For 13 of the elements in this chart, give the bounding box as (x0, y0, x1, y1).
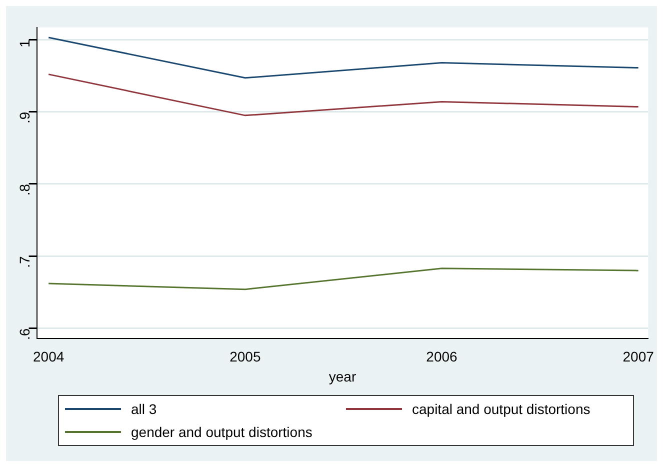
x-tick-label: 2007 (622, 348, 654, 365)
legend-label: all 3 (131, 401, 157, 418)
y-tick-label: .7 (16, 256, 33, 268)
x-tick-label: 2006 (426, 348, 458, 365)
y-tick-label: 1 (16, 39, 33, 48)
x-axis-title: year (328, 368, 356, 384)
legend-label: gender and output distortions (131, 424, 312, 440)
y-tick-label: .9 (16, 112, 33, 124)
y-tick-label: .6 (16, 328, 33, 340)
x-tick-label: 2004 (33, 348, 64, 365)
y-tick-label: .8 (16, 184, 33, 196)
legend-label: capital and output distortions (412, 401, 590, 418)
x-tick-label: 2005 (230, 348, 261, 365)
